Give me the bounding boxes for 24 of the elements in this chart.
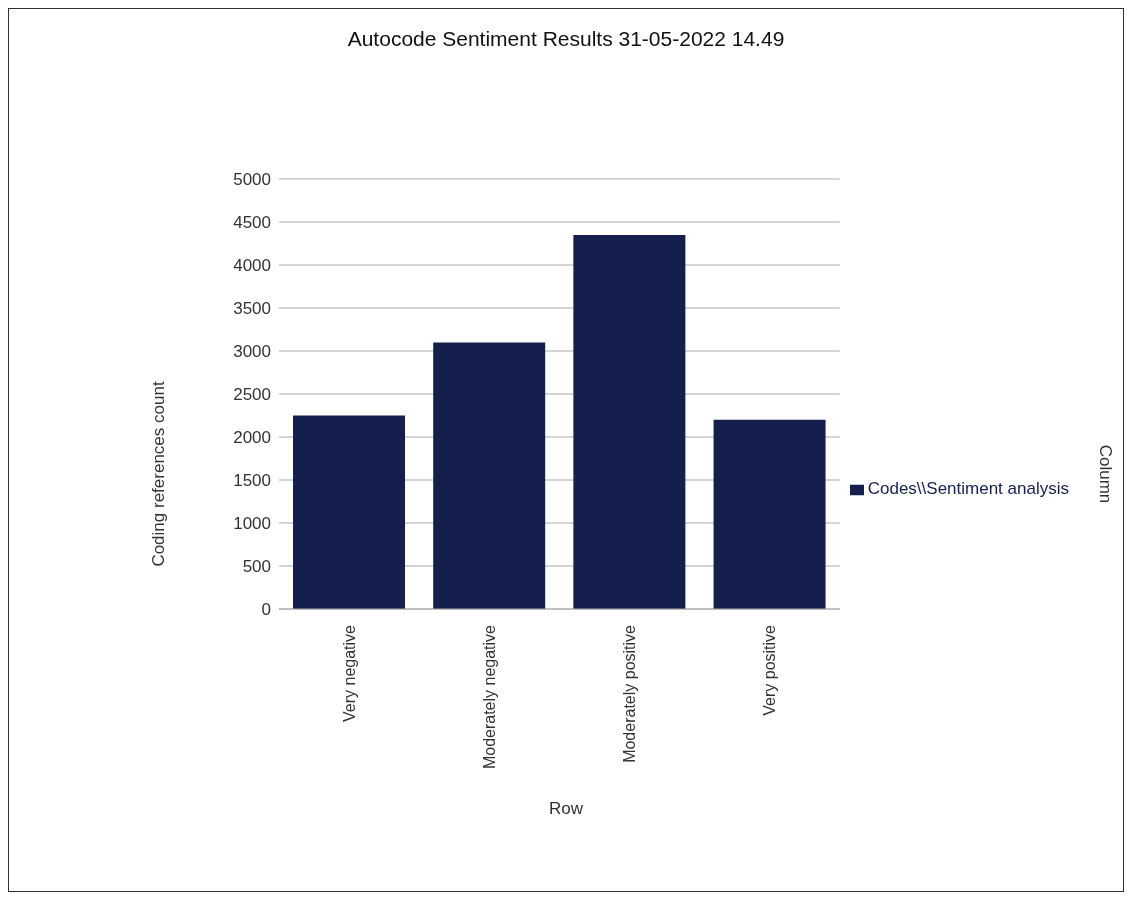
bar — [293, 415, 406, 609]
y-tick-label: 2500 — [233, 385, 271, 405]
legend-label: Codes\\Sentiment analysis — [867, 479, 1069, 498]
y-tick-label: 4000 — [233, 256, 271, 276]
y-tick-label: 0 — [261, 600, 271, 620]
y-tick-label: 5000 — [233, 170, 271, 190]
bar — [433, 342, 546, 609]
chart-title: Autocode Sentiment Results 31-05-2022 14.49 — [346, 27, 786, 51]
y-tick-label: 1000 — [233, 514, 271, 534]
y-tick-label: 3500 — [233, 299, 271, 319]
y-tick-label: 3000 — [233, 342, 271, 362]
y-tick-label: 1500 — [233, 471, 271, 491]
y-tick-label: 500 — [242, 557, 271, 577]
text: Column — [1095, 444, 1115, 504]
bar — [573, 234, 686, 609]
bar — [713, 419, 826, 609]
x-axis-title: Row — [548, 799, 584, 819]
y-tick-label: 2000 — [233, 428, 271, 448]
y-axis-title: Coding references count — [149, 381, 169, 567]
x-tick-label: Very negative — [340, 624, 358, 722]
x-tick-label: Very positive — [761, 624, 779, 716]
y-tick-label: 4500 — [233, 213, 271, 233]
x-tick-label: Moderately positive — [620, 624, 638, 763]
x-tick-label: Moderately negative — [480, 624, 498, 770]
